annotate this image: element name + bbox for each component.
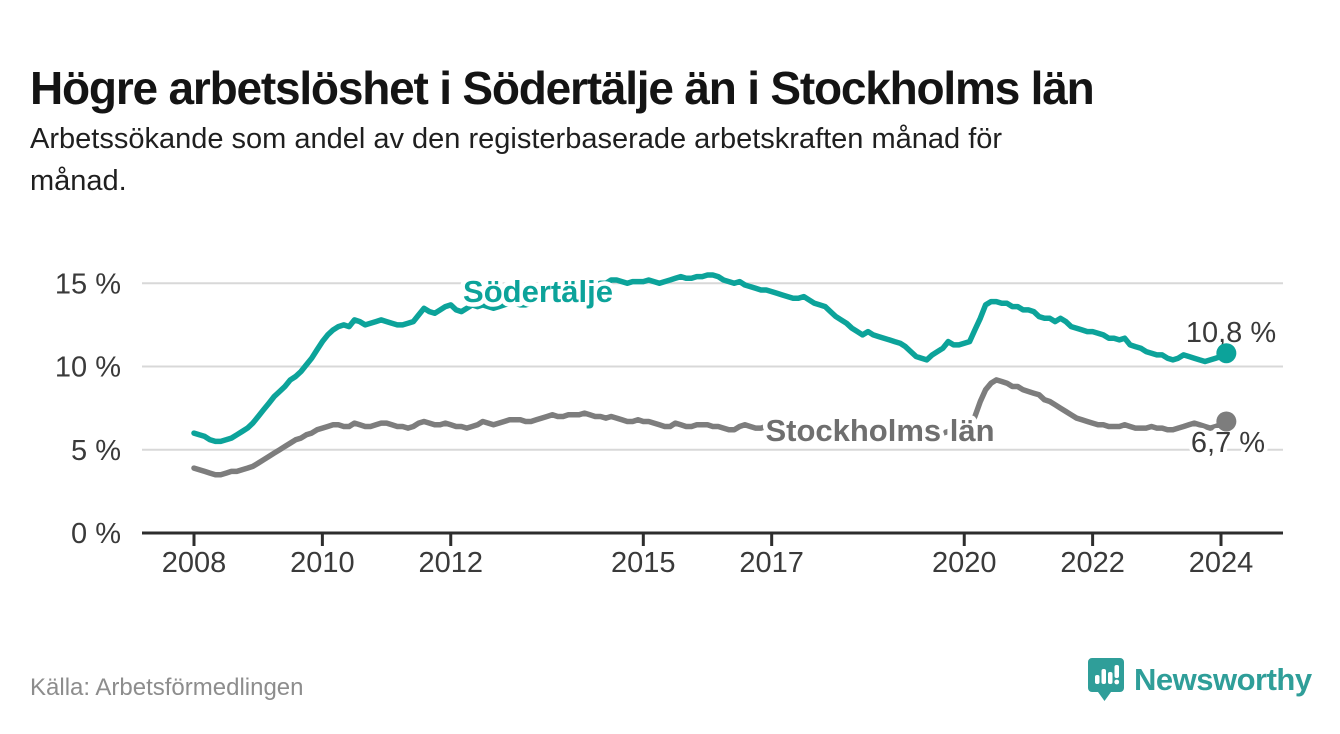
x-tick-label-2024: 2024 [1189, 547, 1254, 579]
x-tick-label-2008: 2008 [162, 547, 227, 579]
end-value-label-stockholms-l-n: 6,7 % [1191, 427, 1265, 459]
newsworthy-logo: Newsworthy [1088, 658, 1312, 702]
x-tick-label-2012: 2012 [418, 547, 483, 579]
source-note: Källa: Arbetsförmedlingen [30, 674, 304, 701]
y-tick-label-0: 0 % [71, 518, 121, 550]
series-line-stockholms-l-n [191, 377, 1230, 478]
series-label-stockholms-l-n: Stockholms län [765, 413, 994, 448]
end-value-label-s-dert-lje: 10,8 % [1186, 317, 1276, 349]
end-dot-s-dert-lje [1216, 343, 1237, 364]
subtitle-line-2: månad. [30, 165, 127, 197]
y-tick-label-15: 15 % [55, 268, 121, 300]
series-label-s-dert-lje: Södertälje [463, 274, 613, 309]
end-dot-stockholms-l-n [1216, 411, 1237, 432]
newsworthy-logo-text: Newsworthy [1134, 662, 1312, 697]
x-tick-label-2010: 2010 [290, 547, 355, 579]
x-tick-label-2015: 2015 [611, 547, 676, 579]
logo-exclamation-dot [1114, 679, 1120, 685]
page-title: Högre arbetslöshet i Södertälje än i Sto… [30, 61, 1095, 114]
y-tick-label-10: 10 % [55, 352, 121, 384]
subtitle-line-1: Arbetssökande som andel av den registerb… [30, 123, 1003, 155]
x-tick-label-2022: 2022 [1060, 547, 1125, 579]
x-tick-label-2020: 2020 [932, 547, 997, 579]
newsworthy-logo-icon [1088, 658, 1124, 701]
page-subtitle: Arbetssökande som andel av den registerb… [30, 118, 1250, 202]
x-tick-label-2017: 2017 [739, 547, 804, 579]
logo-bar-tall [1101, 669, 1106, 684]
logo-bar-medium [1108, 672, 1113, 684]
logo-exclamation-bar [1114, 665, 1119, 678]
y-tick-label-5: 5 % [71, 435, 121, 467]
series-line-s-dert-lje [191, 272, 1230, 445]
logo-bar-short [1095, 675, 1100, 684]
